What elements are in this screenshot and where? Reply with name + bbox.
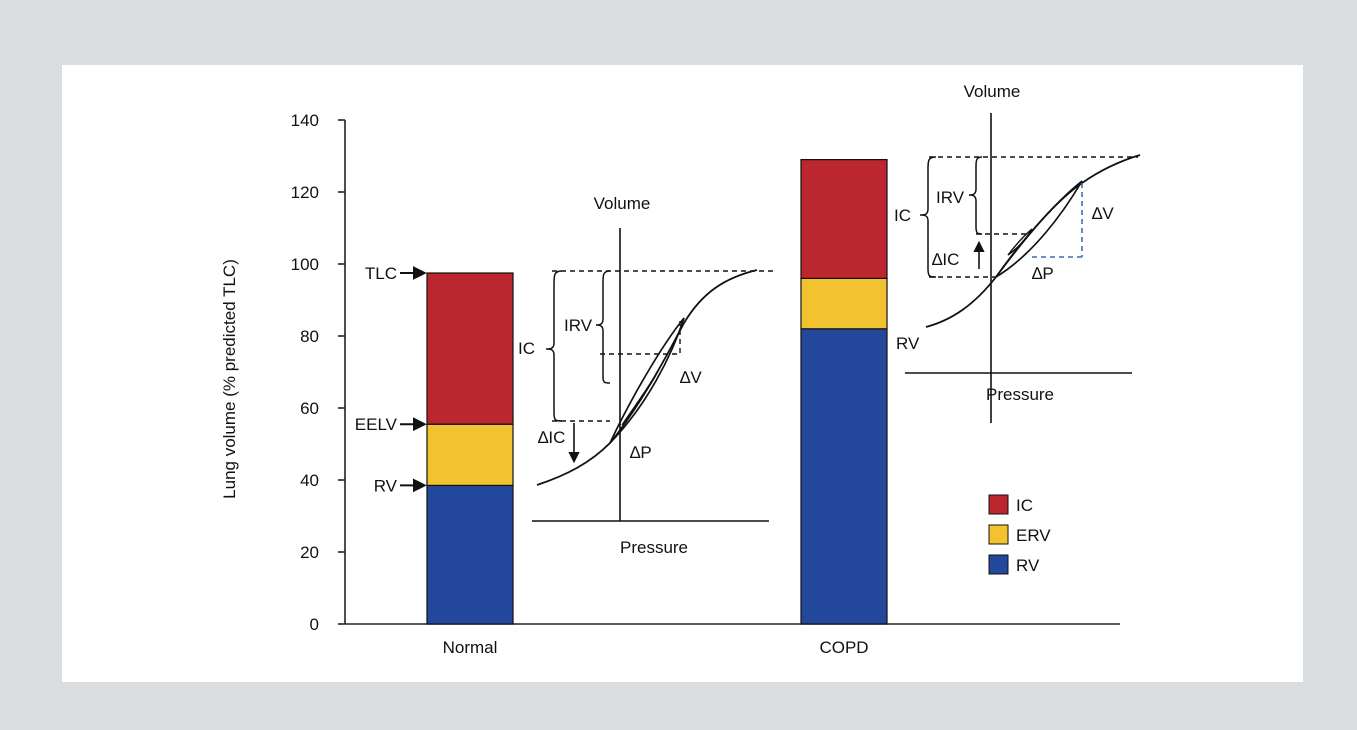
category-label: Normal [443,638,498,657]
copd-ic-brace [919,156,937,278]
y-tick-label: 20 [300,543,319,562]
normal-inset-pressure-label: Pressure [620,538,688,557]
bar-segment-ic-normal [426,272,514,425]
copd-irv-brace [968,156,983,235]
y-axis-label: Lung volume (% predicted TLC) [220,259,239,499]
copd-dp-label: ∆P [1032,264,1054,283]
bar-segment-erv-copd [800,277,888,330]
y-tick-label: 100 [291,255,319,274]
y-tick-group: 0 20 40 60 80 100 120 140 [291,111,345,634]
y-tick-label: 60 [300,399,319,418]
copd-dic-label: ∆IC [932,250,959,269]
normal-inset [532,228,775,522]
marker-label-rv: RV [374,476,398,495]
marker-label-eelv: EELV [355,415,398,434]
normal-irv-label: IRV [564,316,593,335]
category-label: COPD [819,638,868,657]
copd-pv-curve [925,154,1141,328]
legend: IC ERV RV [988,494,1051,575]
legend-label-rv: RV [1016,556,1040,575]
normal-markers: TLC EELV RV [355,264,427,495]
normal-pv-loop-outer [609,317,685,444]
y-tick-label: 120 [291,183,319,202]
bar-segment-erv-normal [426,423,514,487]
normal-ic-brace [545,270,563,422]
normal-pv-loop-inner [621,370,659,426]
legend-swatch-ic [988,494,1009,515]
legend-label-ic: IC [1016,496,1033,515]
copd-irv-label: IRV [936,188,965,207]
marker-label-tlc: TLC [365,264,397,283]
copd-rv-label: RV [896,334,920,353]
bar-group [426,158,888,625]
legend-swatch-rv [988,554,1009,575]
legend-swatch-erv [988,524,1009,545]
y-tick-label: 0 [310,615,319,634]
figure-panel: 0 20 40 60 80 100 120 140 Lung volume (% predic… [62,65,1303,682]
copd-inset-pressure-label: Pressure [986,385,1054,404]
normal-irv-brace [595,270,611,384]
y-tick-label: 40 [300,471,319,490]
bar-segment-ic-copd [800,158,888,280]
copd-pv-loop-inner [1007,228,1033,256]
normal-dic-label: ∆IC [538,428,565,447]
normal-ic-label: IC [518,339,535,358]
copd-inset [905,113,1141,423]
normal-dp-label: ∆P [630,443,652,462]
normal-dv-label: ∆V [680,368,702,387]
copd-inset-volume-label: Volume [964,82,1021,101]
y-tick-label: 80 [300,327,319,346]
lung-volume-chart: 0 20 40 60 80 100 120 140 Lung volume (% predic… [220,82,1141,657]
legend-label-erv: ERV [1016,526,1051,545]
bar-segment-rv-normal [426,484,514,625]
normal-inset-volume-label: Volume [594,194,651,213]
bar-segment-rv-copd [800,328,888,625]
y-tick-label: 140 [291,111,319,130]
copd-ic-label: IC [894,206,911,225]
copd-dv-label: ∆V [1092,204,1114,223]
category-labels: Normal COPD [443,638,869,657]
copd-pv-loop-outer [995,180,1083,278]
